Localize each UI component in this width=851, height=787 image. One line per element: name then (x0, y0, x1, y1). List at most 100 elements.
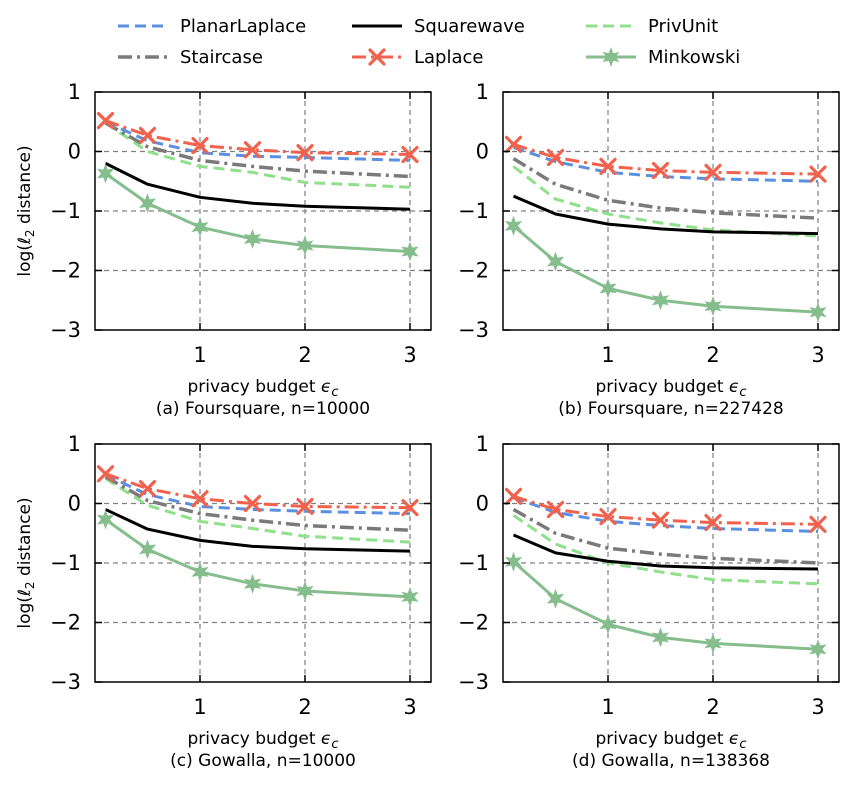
panel-c-xtick-label-1: 1 (193, 695, 206, 719)
panel-d-series-laplace-point-4 (704, 513, 722, 532)
panel-d-series-laplace-point-1 (546, 500, 565, 519)
panel-b-caption: (b) Foursquare, n=227428 (558, 399, 783, 419)
panel-c-xtick-label-2: 2 (298, 695, 311, 719)
panel-d-series-laplace (504, 487, 827, 533)
panel-b-series-planarlaplace (513, 145, 819, 183)
panel-d-series-privunit (512, 514, 819, 586)
panel-a-xlabel-subscript: c (331, 385, 338, 400)
panel-a-series-laplace-point-0 (96, 111, 115, 130)
panel-c-series-laplace-line (104, 472, 411, 510)
panel-b-series-squarewave-line (512, 194, 819, 236)
panel-b-xtick-label-3: 3 (811, 343, 824, 367)
panel-d-series-laplace-point-0 (504, 487, 523, 505)
legend-planarlaplace-label: PlanarLaplace (180, 16, 306, 37)
panel-c-series-laplace-point-4 (296, 497, 314, 516)
panel-d: 1 2 3 1 0 −1 −2 −3 privacy budget ϵc(d) Gowalla,… (458, 432, 840, 771)
panel-d-xlabel-subscript: c (739, 737, 746, 752)
panel-c-series-squarewave-line (104, 508, 411, 553)
panel-c-series-squarewave (104, 508, 411, 553)
panel-b-ytick-label-1: −1 (458, 199, 489, 223)
legend-staircase-entry: Staircase (118, 47, 263, 68)
panel-c-series-laplace-point-2 (191, 490, 209, 508)
panel-c-xlabel-subscript: c (331, 737, 338, 752)
panel-a-series-minkowski-point-5 (401, 241, 419, 262)
panel-b-ytick-label-0: 0 (476, 140, 489, 164)
panel-c-series-minkowski (96, 509, 419, 607)
panel-b-ytick-label-2: −2 (458, 259, 489, 283)
panel-c-series-minkowski-line (104, 518, 411, 599)
panel-d-series-privunit-line (512, 514, 819, 586)
panel-b-series-minkowski-point-1 (546, 251, 565, 272)
panel-c-frame (94, 443, 432, 683)
legend-laplace-entry: Laplace (352, 47, 484, 68)
panel-b-series-laplace-line (513, 142, 819, 176)
panel-a-frame (94, 91, 432, 331)
panel-c-caption: (c) Gowalla, n=10000 (170, 751, 356, 771)
legend-minkowski-marker (602, 47, 620, 67)
legend-minkowski-entry: Minkowski (586, 47, 740, 68)
panel-c-xlabel-symbol: ϵ (321, 729, 331, 749)
panel-c-series-minkowski-point-5 (401, 586, 419, 607)
panel-d-xtick-label-2: 2 (706, 695, 719, 719)
panel-d-caption: (d) Gowalla, n=138368 (572, 751, 770, 771)
panel-c-series-laplace-point-5 (401, 499, 419, 517)
panel-a-xlabel-symbol: ϵ (321, 377, 331, 397)
panel-b-series-minkowski (504, 215, 827, 323)
panel-b-series-planarlaplace-line (513, 145, 819, 183)
panel-d-series-minkowski-point-0 (504, 551, 523, 572)
panel-d-series-laplace-line (513, 494, 819, 526)
panel-a-series-planarlaplace-line (104, 120, 411, 162)
panel-a-xtick-label-3: 3 (403, 343, 416, 367)
panel-c-ytick-label-1: 1 (68, 432, 81, 456)
panel-a-series-planarlaplace (104, 120, 411, 162)
panel-c-xlabel: privacy budget ϵc (187, 729, 338, 752)
panel-a-series-privunit-line (104, 121, 411, 189)
panel-a-xtick-label-1: 1 (193, 343, 206, 367)
panel-c-series-planarlaplace-line (104, 473, 411, 516)
panel-c-ytick-label-0: 0 (68, 492, 81, 516)
panel-a-series-laplace-point-3 (243, 141, 262, 159)
panel-d-xtick-label-1: 1 (601, 695, 614, 719)
panel-d-xtick-label-3: 3 (811, 695, 824, 719)
legend-laplace-label: Laplace (414, 47, 484, 68)
panel-a-series-privunit (104, 121, 411, 189)
panel-a-series-squarewave-line (104, 162, 411, 211)
panel-c-series-laplace-point-0 (96, 465, 115, 483)
legend-planarlaplace-entry: PlanarLaplace (118, 16, 306, 37)
panel-d-xlabel: privacy budget ϵc (595, 729, 746, 752)
panel-c-series-minkowski-point-2 (191, 561, 209, 582)
panel-d-series-minkowski-point-4 (704, 633, 722, 654)
panel-d-ytick-label-0: 0 (476, 492, 489, 516)
panel-c-series-minkowski-point-0 (96, 509, 115, 530)
panel-b-series-laplace-point-0 (504, 135, 523, 153)
panel-b-series-staircase-line (512, 157, 819, 220)
panel-b-series-minkowski-line (512, 224, 819, 314)
panel-a-series-minkowski-point-2 (191, 217, 209, 238)
panel-a-series-laplace-point-5 (401, 145, 419, 164)
panel-b-xlabel-symbol: ϵ (729, 377, 739, 397)
panel-a-series-minkowski-point-4 (296, 235, 314, 256)
panel-a-ytick-label-3: −3 (50, 318, 81, 342)
legend-squarewave-entry: Squarewave (352, 16, 525, 37)
panel-a-series-minkowski (96, 163, 419, 262)
panel-c-ytick-label-3: −3 (50, 670, 81, 694)
panel-b-xtick-label-2: 2 (706, 343, 719, 367)
panel-a-caption: (a) Foursquare, n=10000 (156, 399, 370, 419)
panel-d-ytick-label-2: −2 (458, 611, 489, 635)
legend-laplace-marker (368, 48, 386, 66)
panel-b-series-laplace (504, 135, 827, 183)
panel-d-series-staircase-line (512, 507, 819, 565)
panel-b-xlabel-subscript: c (739, 385, 746, 400)
panel-d-series-staircase (512, 507, 819, 565)
panel-d-ytick-label-1: 1 (476, 432, 489, 456)
panel-d-series-planarlaplace-line (512, 496, 819, 533)
panel-b-series-laplace-point-1 (546, 148, 565, 167)
panel-a-series-laplace-point-2 (191, 136, 209, 155)
legend-squarewave-label: Squarewave (414, 16, 525, 37)
panel-b-series-laplace-point-3 (651, 161, 670, 180)
panel-a-series-laplace (96, 111, 419, 164)
panel-a-series-laplace-point-4 (296, 144, 314, 162)
panel-b-series-minkowski-point-4 (704, 296, 722, 317)
panel-a-ytick-label-0: 0 (68, 140, 81, 164)
